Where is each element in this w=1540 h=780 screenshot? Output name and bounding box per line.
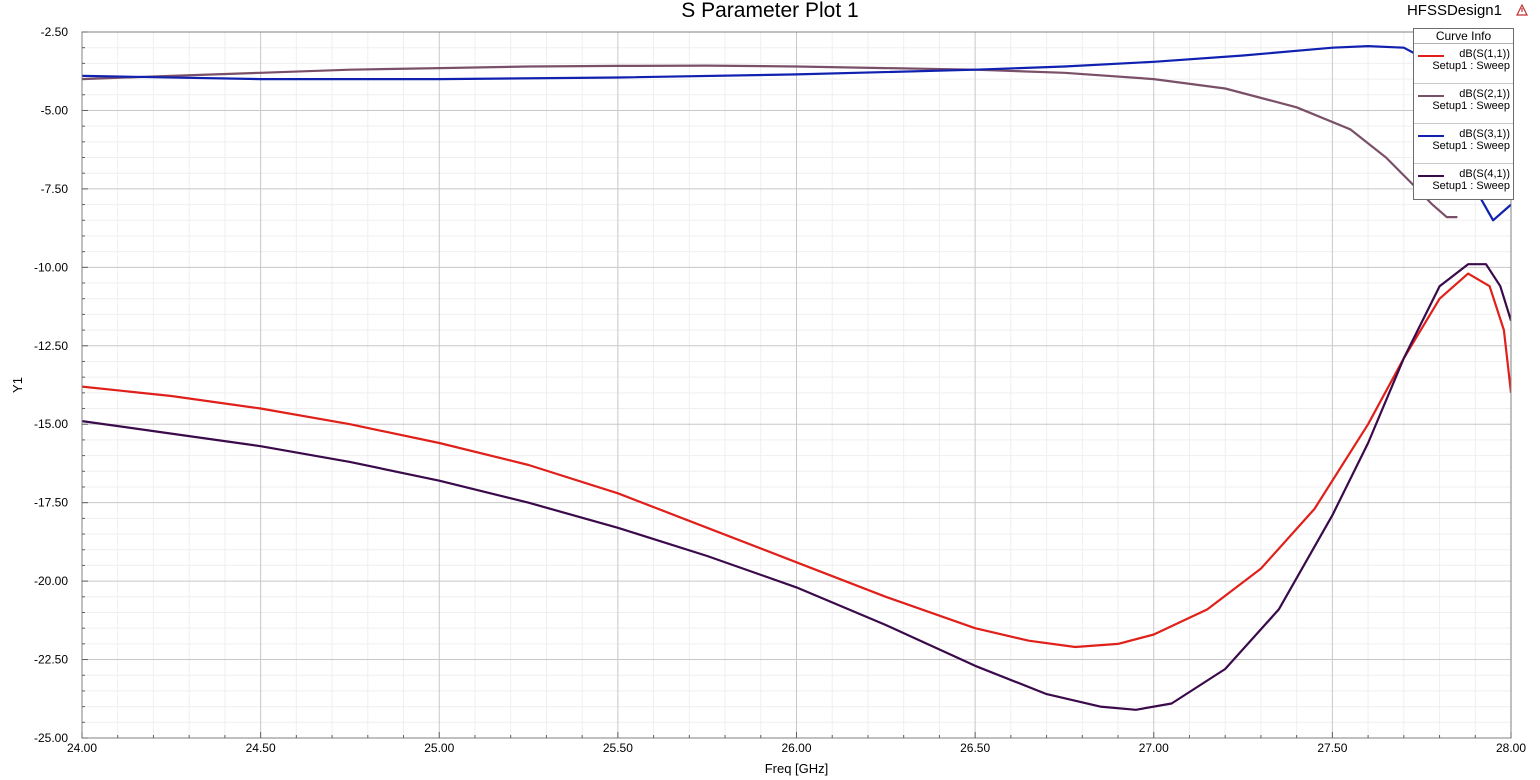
y-tick-label: -17.50 (34, 496, 68, 510)
legend-name: dB(S(4,1)) (1459, 168, 1510, 180)
legend-item-s31[interactable]: dB(S(3,1)) Setup1 : Sweep (1414, 124, 1513, 164)
legend-item-s41[interactable]: dB(S(4,1)) Setup1 : Sweep (1414, 164, 1513, 203)
legend-swatch-s21 (1418, 95, 1444, 97)
legend-header: Curve Info (1414, 29, 1513, 44)
warning-icon (1516, 4, 1528, 16)
y-axis-label: Y1 (10, 377, 25, 393)
legend-swatch-s11 (1418, 55, 1444, 57)
chart-title: S Parameter Plot 1 (681, 0, 859, 22)
y-tick-label: -5.00 (41, 103, 69, 117)
legend-sub: Setup1 : Sweep (1432, 60, 1510, 72)
legend-item-s21[interactable]: dB(S(2,1)) Setup1 : Sweep (1414, 84, 1513, 124)
x-tick-label: 25.00 (424, 741, 454, 755)
x-tick-label: 28.00 (1496, 741, 1526, 755)
legend-name: dB(S(1,1)) (1459, 48, 1510, 60)
legend-swatch-s41 (1418, 175, 1444, 177)
y-tick-label: -22.50 (34, 653, 68, 667)
y-tick-label: -7.50 (41, 182, 69, 196)
legend-name: dB(S(2,1)) (1459, 88, 1510, 100)
x-tick-label: 27.00 (1139, 741, 1169, 755)
series-line-s11 (82, 272, 1511, 649)
legend-sub: Setup1 : Sweep (1432, 180, 1510, 192)
y-tick-label: -10.00 (34, 260, 68, 274)
legend-item-s11[interactable]: dB(S(1,1)) Setup1 : Sweep (1414, 44, 1513, 84)
curve-info-legend[interactable]: Curve Info dB(S(1,1)) Setup1 : Sweep dB(… (1413, 28, 1514, 200)
x-tick-label: 24.00 (67, 741, 97, 755)
x-tick-label: 26.00 (781, 741, 811, 755)
y-tick-label: -20.00 (34, 574, 68, 588)
series-line-s41 (82, 263, 1511, 711)
y-tick-label: -2.50 (41, 25, 69, 39)
x-tick-label: 26.50 (960, 741, 990, 755)
design-name: HFSSDesign1 (1406, 2, 1502, 19)
legend-sub: Setup1 : Sweep (1432, 100, 1510, 112)
x-tick-label: 24.50 (246, 741, 276, 755)
legend-sub: Setup1 : Sweep (1432, 140, 1510, 152)
legend-swatch-s31 (1418, 135, 1444, 137)
y-tick-label: -12.50 (34, 339, 68, 353)
x-tick-label: 27.50 (1317, 741, 1347, 755)
legend-name: dB(S(3,1)) (1459, 128, 1510, 140)
x-axis-label: Freq [GHz] (765, 761, 829, 776)
x-tick-label: 25.50 (603, 741, 633, 755)
x-axis-ticks: 24.00 24.50 25.00 25.50 26.00 26.50 27.00 27.50… (67, 732, 1526, 755)
y-axis-ticks: -2.50 -5.00 -7.50 -10.00 -12.50 -15.00 -17.50 -… (34, 25, 88, 745)
y-tick-label: -15.00 (34, 417, 68, 431)
y-tick-label: -25.00 (34, 731, 68, 745)
